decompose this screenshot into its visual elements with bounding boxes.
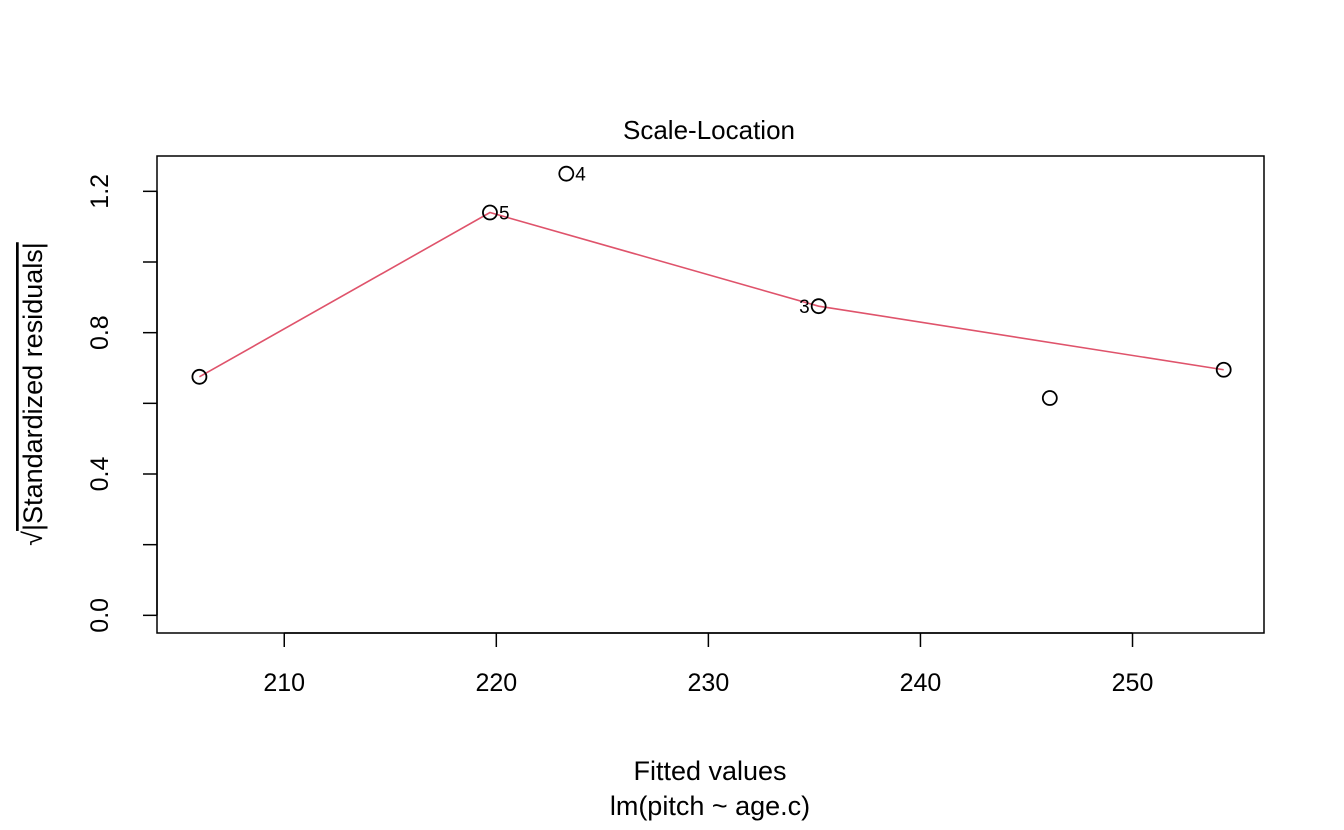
data-point <box>191 368 208 385</box>
x-axis-sublabel: lm(pitch ~ age.c) <box>610 791 810 821</box>
point-label: 3 <box>799 297 810 318</box>
y-axis-label-text: |Standardized residuals| <box>18 242 48 531</box>
data-point <box>810 298 827 315</box>
chart-title: Scale-Location <box>623 115 795 145</box>
data-point <box>1041 390 1058 406</box>
y-axis: 0.0 0.4 0.8 1.2 <box>86 174 158 633</box>
y-axis-label-radical: √ <box>18 531 48 546</box>
x-tick-label: 210 <box>263 669 305 697</box>
plot-frame <box>156 155 1265 634</box>
data-point <box>558 165 575 182</box>
x-axis-label: Fitted values <box>633 756 786 786</box>
x-tick-label: 240 <box>900 669 942 697</box>
point-label: 5 <box>499 204 510 225</box>
x-tick-label: 220 <box>475 669 517 697</box>
data-point <box>1215 361 1232 378</box>
data-point <box>482 204 498 221</box>
y-axis-label: √|Standardized residuals| <box>18 242 48 546</box>
smooth-line <box>199 211 1224 378</box>
y-tick-label: 0.0 <box>86 598 114 633</box>
y-tick-label: 0.8 <box>86 315 114 350</box>
point-label: 4 <box>575 165 586 186</box>
y-axis-label-group: √|Standardized residuals| <box>18 242 48 546</box>
x-tick-label: 250 <box>1112 669 1154 697</box>
y-tick-label: 0.4 <box>86 457 114 492</box>
y-tick-label: 1.2 <box>86 174 114 209</box>
x-tick-label: 230 <box>688 669 730 697</box>
points-layer: 5 4 3 <box>191 165 1232 406</box>
x-axis: 210 220 230 240 250 <box>263 632 1154 697</box>
